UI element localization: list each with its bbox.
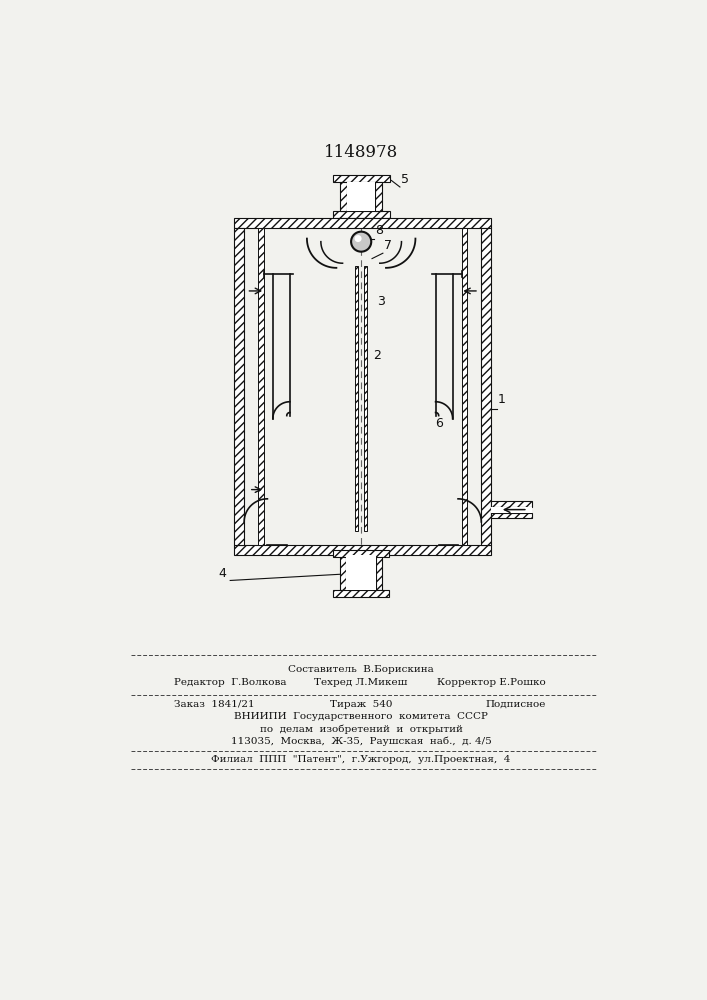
Bar [332,175,390,182]
Text: 5: 5 [402,173,409,186]
Bar [234,545,491,555]
Bar [481,228,491,545]
Bar [258,228,264,545]
Bar [333,590,389,597]
Text: Корректор Е.Рошко: Корректор Е.Рошко [437,678,546,687]
Text: ВНИИПИ  Государственного  комитета  СССР: ВНИИПИ Государственного комитета СССР [234,712,488,721]
Text: Техред Л.Микеш: Техред Л.Микеш [315,678,408,687]
Text: 1148978: 1148978 [324,144,398,161]
Text: Редактор  Г.Волкова: Редактор Г.Волкова [174,678,286,687]
Circle shape [354,235,361,242]
Text: Подписное: Подписное [485,700,546,709]
Bar [355,266,358,531]
Bar [333,550,389,557]
Bar [234,218,491,228]
Text: 113035,  Москва,  Ж-35,  Раушская  наб.,  д. 4/5: 113035, Москва, Ж-35, Раушская наб., д. … [230,737,491,746]
Bar [340,182,347,211]
Text: Тираж  540: Тираж 540 [330,700,392,709]
Bar [491,513,532,518]
Text: 3: 3 [377,295,385,308]
Bar [340,555,346,590]
Bar [375,182,382,211]
Bar [364,266,368,531]
Text: Филиал  ППП  "Патент",  г.Ужгород,  ул.Проектная,  4: Филиал ППП "Патент", г.Ужгород, ул.Проек… [211,755,511,764]
Bar [491,501,532,507]
Bar [347,182,375,211]
Bar [332,211,390,218]
Text: Составитель  В.Борискина: Составитель В.Борискина [288,665,434,674]
Text: 2: 2 [373,349,382,362]
Bar [491,507,532,513]
Text: 4: 4 [218,567,226,580]
Text: Заказ  1841/21: Заказ 1841/21 [174,700,255,709]
Text: по  делам  изобретений  и  открытий: по делам изобретений и открытий [259,724,462,734]
Text: 7: 7 [385,239,392,252]
Bar [346,555,376,590]
Bar [462,228,467,545]
Bar [376,555,382,590]
Text: 8: 8 [375,224,383,237]
Text: 1: 1 [498,393,506,406]
Text: 6: 6 [435,417,443,430]
Bar [234,228,244,545]
Circle shape [351,232,371,252]
